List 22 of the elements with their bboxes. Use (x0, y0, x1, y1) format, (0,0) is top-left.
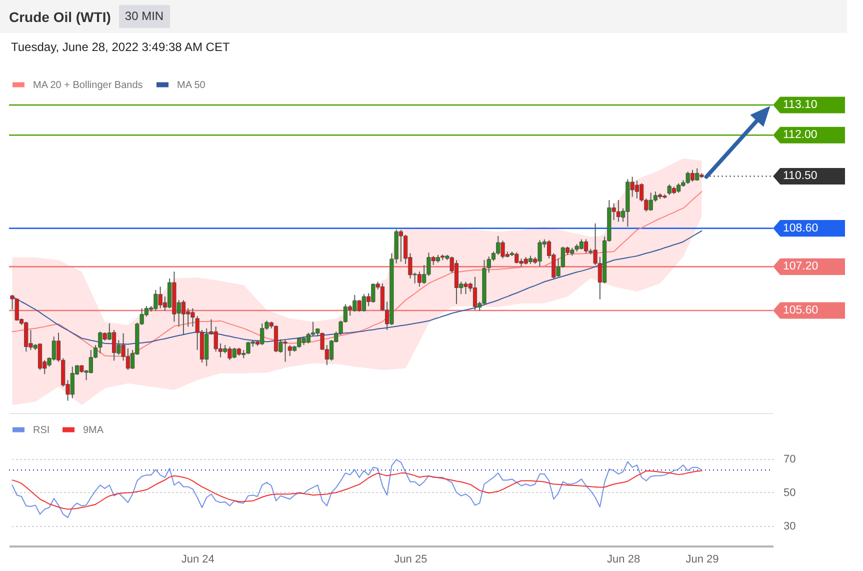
y-tick-label: 50 (784, 486, 796, 499)
ref-line-label: 105.60 (783, 304, 818, 317)
ref-line-label: 112.00 (783, 129, 818, 142)
chart-subtitle: Tuesday, June 28, 2022 3:49:38 AM CET (11, 40, 230, 54)
x-tick-label: Jun 29 (686, 554, 719, 566)
x-tick-label: Jun 28 (607, 554, 640, 566)
legend-label: 9MA (83, 424, 104, 436)
ref-line-label: 108.60 (783, 222, 818, 234)
legend-label: MA 50 (177, 80, 206, 91)
y-tick-label: 70 (784, 454, 796, 466)
x-tick-label: Jun 24 (181, 554, 214, 566)
x-tick-label: Jun 25 (394, 554, 428, 566)
ref-line-label: 113.10 (783, 99, 818, 111)
chart-title: Crude Oil (WTI) (9, 8, 111, 24)
text: 30 MIN (118, 5, 170, 28)
ref-line-label: 107.20 (783, 260, 818, 273)
legend-label: MA 20 + Bollinger Bands (33, 80, 143, 91)
line-series (12, 470, 702, 510)
line-series (12, 459, 702, 518)
legend-label: RSI (33, 424, 50, 436)
y-tick-label: 30 (784, 520, 796, 532)
ref-line-label: 110.50 (783, 170, 818, 182)
